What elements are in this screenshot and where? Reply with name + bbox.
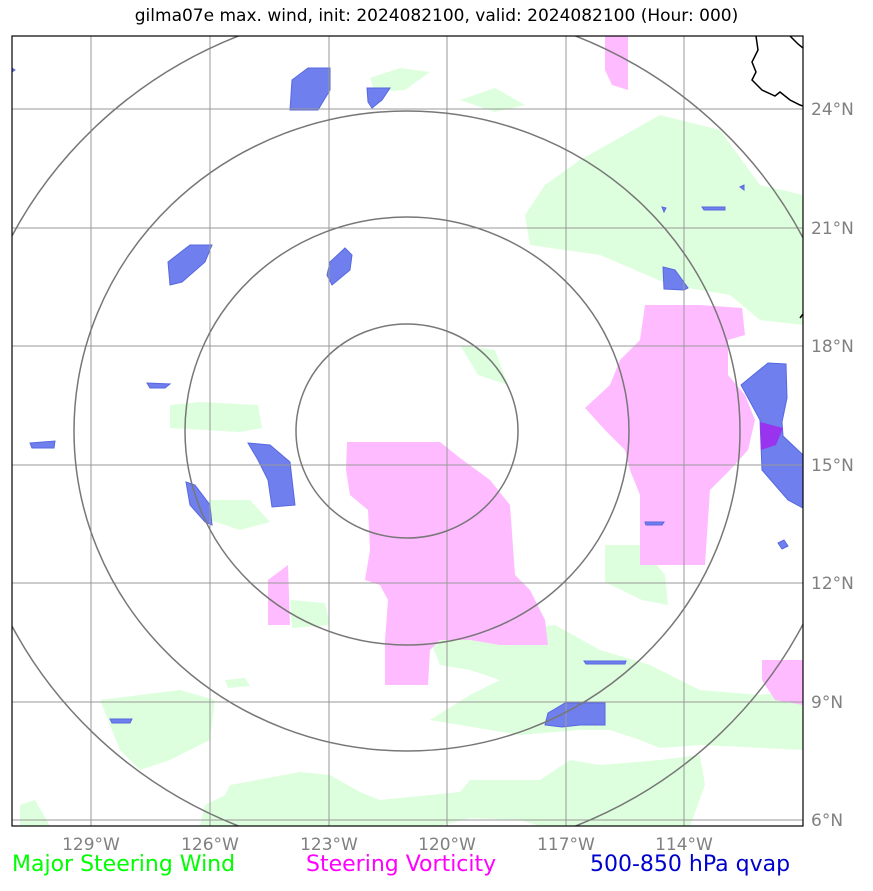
vorticity-region bbox=[762, 660, 803, 705]
map-frame bbox=[11, 35, 804, 827]
vorticity-region bbox=[268, 565, 290, 625]
vorticity-region bbox=[585, 305, 755, 565]
wind-region bbox=[290, 600, 330, 628]
wind-region bbox=[460, 88, 525, 112]
qvap-region bbox=[366, 87, 391, 109]
vorticity-qvap-overlap bbox=[760, 422, 783, 450]
wind-region bbox=[370, 68, 430, 92]
longitude-labels: 129°W 126°W 123°W 120°W 117°W 114°W bbox=[62, 835, 713, 855]
wind-region bbox=[225, 678, 250, 688]
qvap-region bbox=[29, 440, 56, 449]
qvap-region bbox=[544, 702, 606, 728]
legend-steering-wind: Major Steering Wind bbox=[12, 852, 236, 877]
range-rings bbox=[12, 36, 803, 826]
wind-region bbox=[460, 345, 508, 385]
wind-region bbox=[430, 625, 803, 750]
lon-label: 129°W bbox=[62, 835, 120, 855]
wind-region bbox=[525, 115, 803, 325]
lon-label: 120°W bbox=[418, 835, 476, 855]
range-ring bbox=[73, 110, 741, 752]
lat-label: 18°N bbox=[811, 337, 854, 357]
lon-label: 114°W bbox=[655, 835, 713, 855]
lat-label: 24°N bbox=[811, 100, 854, 120]
qvap-region bbox=[289, 67, 331, 111]
qvap-region bbox=[247, 442, 296, 508]
lat-label: 12°N bbox=[811, 574, 854, 594]
qvap-region bbox=[777, 539, 789, 550]
legend-qvap: 500-850 hPa qvap bbox=[590, 852, 791, 877]
vorticity-region bbox=[605, 36, 628, 90]
lon-label: 126°W bbox=[181, 835, 239, 855]
latitude-labels: 24°N 21°N 18°N 15°N 12°N 9°N 6°N bbox=[811, 100, 854, 831]
lat-label: 6°N bbox=[811, 811, 843, 831]
lon-label: 117°W bbox=[537, 835, 595, 855]
wind-region bbox=[200, 755, 705, 826]
qvap-region bbox=[644, 521, 665, 526]
range-ring bbox=[295, 323, 519, 539]
lat-label: 9°N bbox=[811, 693, 843, 713]
qvap-region bbox=[662, 266, 689, 291]
qvap-region bbox=[146, 382, 172, 389]
lat-label: 21°N bbox=[811, 219, 854, 239]
qvap-region bbox=[583, 660, 627, 665]
lon-label: 123°W bbox=[300, 835, 358, 855]
qvap-region bbox=[167, 244, 213, 286]
qvap-region bbox=[326, 247, 353, 286]
qvap-region bbox=[661, 206, 667, 214]
wind-region bbox=[208, 500, 270, 530]
qvap-region bbox=[739, 184, 745, 191]
qvap-region bbox=[701, 206, 726, 211]
steering-wind-regions bbox=[20, 68, 803, 826]
wind-region bbox=[170, 402, 262, 432]
map-title: gilma07e max. wind, init: 2024082100, va… bbox=[134, 6, 739, 26]
lat-label: 15°N bbox=[811, 456, 854, 476]
qvap-region bbox=[12, 67, 16, 73]
qvap-region bbox=[185, 481, 213, 526]
legend-steering-vorticity: Steering Vorticity bbox=[306, 852, 497, 877]
gridlines bbox=[12, 36, 803, 826]
qvap-region bbox=[109, 718, 133, 724]
wind-region bbox=[20, 800, 50, 826]
range-ring bbox=[184, 216, 630, 646]
wind-region bbox=[100, 690, 215, 770]
